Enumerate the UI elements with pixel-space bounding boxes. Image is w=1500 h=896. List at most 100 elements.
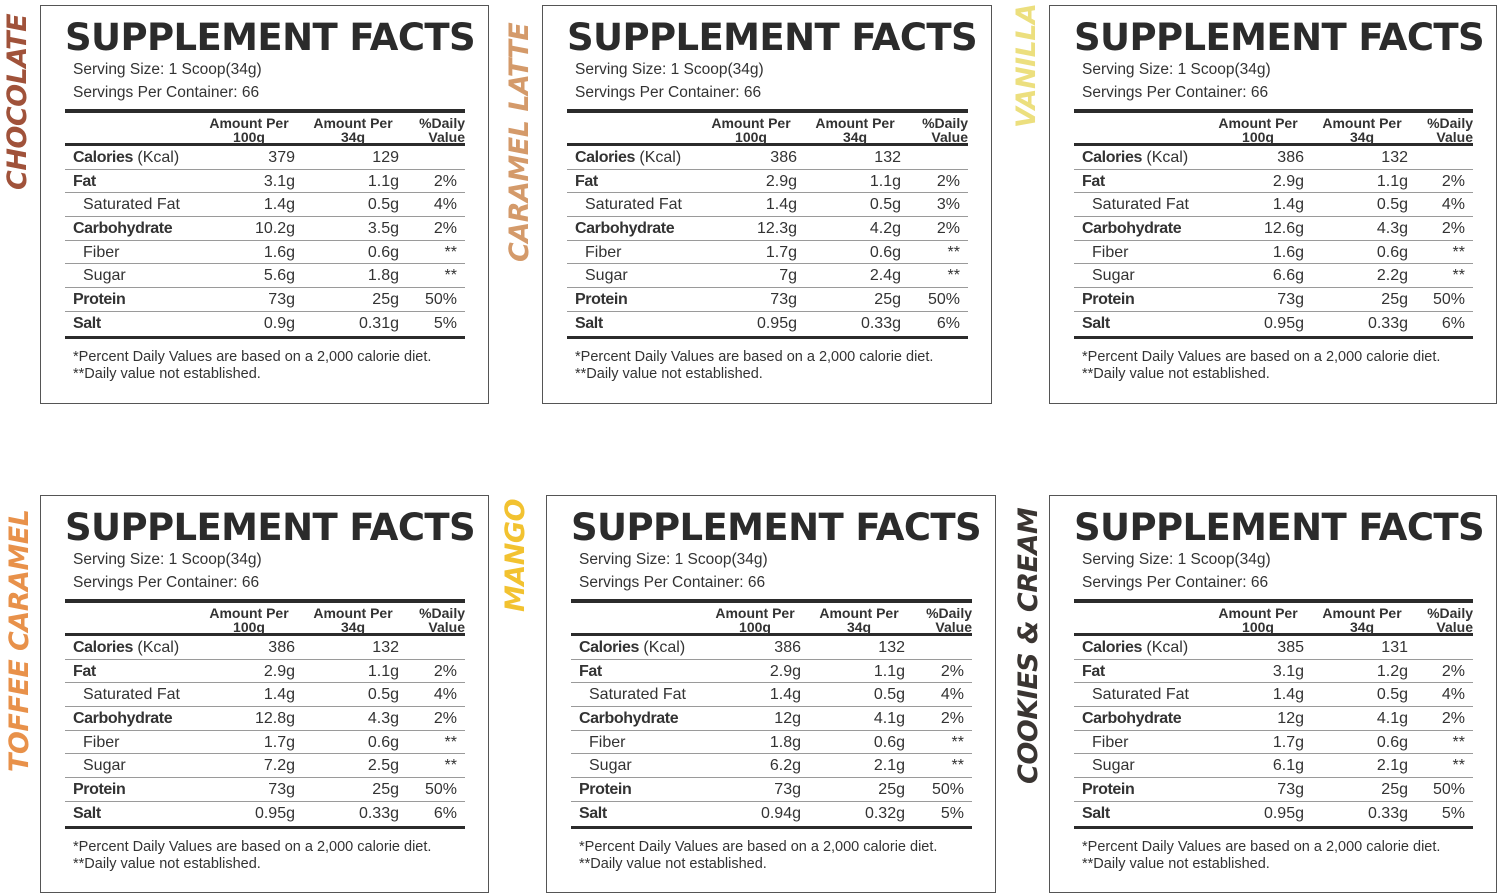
flavor-label-chocolate: CHOCOLATE <box>2 13 33 190</box>
panel-title: SUPPLEMENT FACTS <box>1074 16 1485 59</box>
nutrient-row-saturated-fat: Saturated Fat 1.4g 0.5g 4% <box>1074 193 1473 218</box>
daily-value: 50% <box>927 291 960 309</box>
amount-per-34g: 0.6g <box>873 733 905 751</box>
header-per-34g: Amount Per 34g <box>1322 605 1402 635</box>
daily-value: 4% <box>433 196 457 214</box>
amount-per-34g: 4.1g <box>873 710 905 728</box>
amount-per-34g: 0.5g <box>869 196 901 214</box>
nutrient-name: Saturated Fat <box>1092 196 1189 214</box>
servings-per-container: Servings Per Container: 66 <box>73 574 260 591</box>
nutrient-row-calories: Calories (Kcal) 386 132 <box>571 636 972 660</box>
nutrient-row-saturated-fat: Saturated Fat 1.4g 0.5g 4% <box>65 683 465 708</box>
nutrient-name: Calories (Kcal) <box>579 639 686 656</box>
amount-per-34g: 0.6g <box>869 243 901 261</box>
divider <box>1074 109 1473 113</box>
amount-per-34g: 3.5g <box>367 220 399 238</box>
daily-value: 2% <box>940 710 964 728</box>
daily-value <box>1414 636 1473 659</box>
nutrient-row-sugar: Sugar 6.6g 2.2g ** <box>1074 264 1473 289</box>
nutrient-row-sugar: Sugar 5.6g 1.8g ** <box>65 264 465 289</box>
panel-title: SUPPLEMENT FACTS <box>567 16 978 59</box>
nutrient-name: Sugar <box>83 757 126 775</box>
daily-value: 2% <box>936 172 960 190</box>
amount-per-34g: 0.33g <box>860 314 901 332</box>
header-blank <box>65 606 197 634</box>
flavor-label-mango: MANGO <box>500 499 531 612</box>
header-per-34g: Amount Per 34g <box>1322 115 1402 145</box>
divider <box>65 825 465 829</box>
nutrient-row-sugar: Sugar 6.1g 2.1g ** <box>1074 754 1473 779</box>
flavor-label-caramel-latte: CARAMEL LATTE <box>504 22 535 262</box>
footnote-not-established: **Daily value not established. <box>575 365 763 382</box>
nutrient-name: Sugar <box>83 267 126 285</box>
nutrient-rows: Calories (Kcal) 386 132 Fat 2.9g 1.1g 2% Satura… <box>1074 146 1473 336</box>
daily-value <box>405 146 465 169</box>
daily-value: ** <box>947 243 960 261</box>
nutrient-name: Fat <box>73 172 96 190</box>
nutrient-row-protein: Protein 73g 25g 50% <box>1074 778 1473 802</box>
amount-per-34g: 1.8g <box>367 267 399 285</box>
nutrient-row-salt: Salt 0.9g 0.31g 5% <box>65 312 465 336</box>
nutrient-name: Sugar <box>1092 267 1135 285</box>
amount-per-100g: 386 <box>1277 149 1304 166</box>
facts-content: SUPPLEMENT FACTS Serving Size: 1 Scoop(3… <box>567 16 978 383</box>
amount-per-34g: 2.1g <box>1376 757 1408 775</box>
amount-per-34g: 0.5g <box>367 196 399 214</box>
amount-per-100g: 1.4g <box>1272 686 1304 704</box>
amount-per-100g: 5.6g <box>263 267 295 285</box>
nutrient-name: Protein <box>1082 781 1135 799</box>
divider <box>65 335 465 339</box>
nutrient-name: Carbohydrate <box>73 220 173 238</box>
amount-per-34g: 25g <box>372 781 399 799</box>
daily-value: 4% <box>1441 196 1465 214</box>
header-daily-value: %Daily Value <box>926 605 972 635</box>
header-blank <box>567 116 699 144</box>
amount-per-100g: 2.9g <box>263 662 295 680</box>
daily-value: 2% <box>1441 662 1465 680</box>
nutrient-name: Saturated Fat <box>83 196 180 214</box>
nutrient-name: Carbohydrate <box>575 220 675 238</box>
flavor-label-cookies-cream: COOKIES & CREAM <box>1013 507 1044 784</box>
nutrient-name: Calories (Kcal) <box>73 639 180 656</box>
amount-per-100g: 0.95g <box>1263 804 1304 822</box>
footnote-not-established: **Daily value not established. <box>73 365 261 382</box>
amount-per-100g: 386 <box>774 639 801 656</box>
footnote-daily-values: *Percent Daily Values are based on a 2,0… <box>73 348 432 365</box>
amount-per-100g: 73g <box>774 781 801 799</box>
header-per-100g: Amount Per 100g <box>209 115 289 145</box>
divider <box>1074 143 1473 146</box>
daily-value: 2% <box>936 220 960 238</box>
header-daily-value: %Daily Value <box>922 115 968 145</box>
daily-value: 5% <box>940 804 964 822</box>
nutrient-row-sugar: Sugar 7.2g 2.5g ** <box>65 754 465 779</box>
daily-value: 4% <box>940 686 964 704</box>
nutrient-row-calories: Calories (Kcal) 386 132 <box>567 146 968 170</box>
nutrient-name: Fiber <box>83 733 120 751</box>
header-per-100g: Amount Per 100g <box>1218 115 1298 145</box>
amount-per-100g: 0.95g <box>1263 314 1304 332</box>
divider <box>567 109 968 113</box>
daily-value: 6% <box>936 314 960 332</box>
facts-content: SUPPLEMENT FACTS Serving Size: 1 Scoop(3… <box>1074 508 1485 873</box>
divider <box>571 633 972 636</box>
amount-per-34g: 131 <box>1381 639 1408 656</box>
footnote-daily-values: *Percent Daily Values are based on a 2,0… <box>579 838 938 855</box>
amount-per-100g: 6.6g <box>1272 267 1304 285</box>
amount-per-34g: 25g <box>372 291 399 309</box>
supplement-facts-panel-vanilla: SUPPLEMENT FACTS Serving Size: 1 Scoop(3… <box>1049 5 1497 404</box>
nutrient-row-protein: Protein 73g 25g 50% <box>65 288 465 312</box>
nutrient-row-salt: Salt 0.95g 0.33g 6% <box>1074 312 1473 336</box>
amount-per-100g: 1.4g <box>263 196 295 214</box>
amount-per-34g: 1.1g <box>367 172 399 190</box>
nutrient-row-protein: Protein 73g 25g 50% <box>567 288 968 312</box>
column-headers: Amount Per 100g Amount Per 34g %Daily Value <box>571 603 972 635</box>
header-daily-value: %Daily Value <box>1427 605 1473 635</box>
supplement-facts-panel-mango: SUPPLEMENT FACTS Serving Size: 1 Scoop(3… <box>546 495 996 893</box>
panel-title: SUPPLEMENT FACTS <box>65 16 476 59</box>
nutrient-name: Salt <box>1082 314 1110 332</box>
nutrient-row-carbohydrate: Carbohydrate 12.8g 4.3g 2% <box>65 707 465 731</box>
daily-value: 2% <box>433 662 457 680</box>
amount-per-100g: 12g <box>774 710 801 728</box>
panel-title: SUPPLEMENT FACTS <box>65 506 476 549</box>
nutrient-name: Salt <box>1082 804 1110 822</box>
